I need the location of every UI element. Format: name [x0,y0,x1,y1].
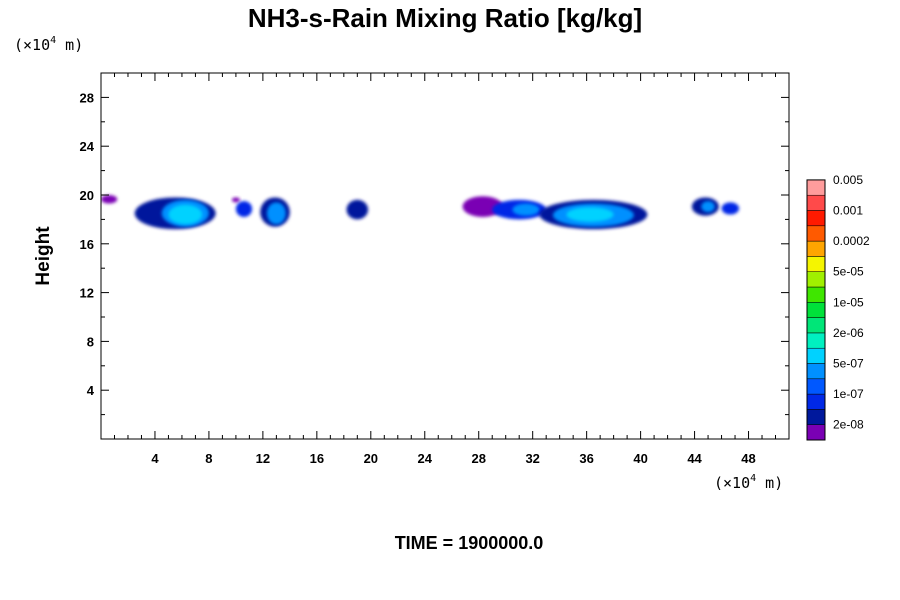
colorbar-swatch [806,378,826,395]
data-region [346,199,369,220]
colorbar-label: 2e-08 [833,418,864,432]
colorbar-label: 2e-06 [833,326,864,340]
data-region [101,195,118,204]
colorbar-label: 0.005 [833,173,863,187]
y-tick-label: 24 [80,139,95,154]
data-region [512,203,540,216]
plot-data-area [101,195,740,230]
colorbar-label: 0.0002 [833,234,870,248]
colorbar-swatch [806,424,826,441]
x-tick-label: 20 [364,451,378,466]
colorbar-label: 5e-05 [833,265,864,279]
x-unit-suffix: m) [756,474,783,492]
x-tick-label: 44 [687,451,702,466]
colorbar-swatch [806,302,826,318]
colorbar-label: 5e-07 [833,357,864,371]
x-tick-label: 36 [579,451,593,466]
colorbar-swatch [806,286,826,303]
y-axis: 4 8 12 16 20 24 28 [80,90,789,416]
x-tick-label: 12 [256,451,270,466]
y-unit-suffix: m) [56,36,83,54]
colorbar-swatch [806,256,826,272]
colorbar-swatch [806,363,826,380]
y-unit-label: (×104 m) [14,35,83,54]
y-tick-label: 16 [80,237,94,252]
colorbar-swatch [806,393,826,410]
data-region [701,201,715,213]
data-region [168,204,203,225]
x-tick-label: 40 [633,451,647,466]
y-tick-label: 20 [80,188,94,203]
time-label: TIME = 1900000.0 [395,533,544,553]
y-tick-label: 12 [80,286,94,301]
data-region [231,197,240,203]
colorbar-swatch [806,194,826,211]
colorbar-swatch [806,179,826,196]
colorbar-swatch [806,347,826,364]
x-unit-prefix: (×10 [714,474,750,492]
colorbar: 2e-08 1e-07 5e-07 2e-06 1e-05 5e-05 0.0002 0.00… [806,173,870,441]
y-tick-label: 28 [80,90,94,105]
colorbar-swatch [806,225,826,242]
chart-title: NH3-s-Rain Mixing Ratio [kg/kg] [248,3,642,33]
y-unit-exponent: 4 [50,35,56,46]
y-tick-label: 8 [87,334,94,349]
x-unit-exponent: 4 [750,473,756,484]
colorbar-frame [806,179,826,441]
colorbar-swatch [806,332,826,349]
x-tick-label: 16 [310,451,324,466]
x-tick-label: 24 [418,451,433,466]
y-unit-prefix: (×10 [14,36,50,54]
data-region [566,207,614,222]
x-tick-label: 32 [525,451,539,466]
data-region [721,202,740,215]
x-axis: 4 8 12 16 20 24 28 32 36 40 44 48 [113,73,777,466]
x-tick-label: 28 [471,451,485,466]
colorbar-label: 1e-05 [833,295,864,309]
data-region [235,201,253,217]
x-unit-label: (×104 m) [714,473,783,492]
x-tick-label: 8 [205,451,212,466]
colorbar-label: 1e-07 [833,387,864,401]
data-region [266,202,286,225]
colorbar-swatch [806,317,826,334]
colorbar-swatch [806,240,826,257]
colorbar-swatch [806,271,826,288]
y-axis-label: Height [33,226,54,286]
plot-frame [100,72,790,440]
x-tick-label: 48 [741,451,755,466]
colorbar-swatch [806,210,826,227]
x-tick-label: 4 [151,451,159,466]
y-tick-label: 4 [87,383,95,398]
colorbar-swatch [806,409,826,425]
colorbar-label: 0.001 [833,204,863,218]
